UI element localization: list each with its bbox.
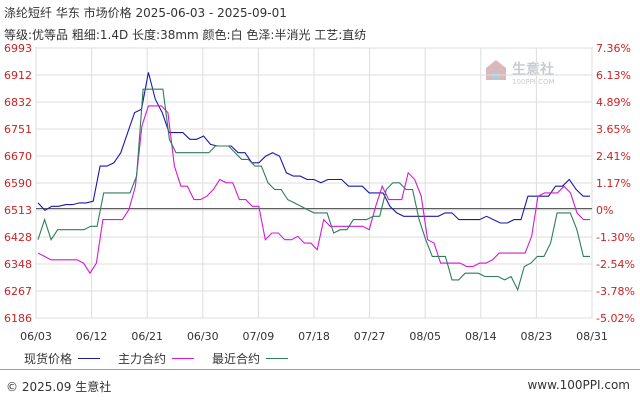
chart-title: 涤纶短纤 华东 市场价格 2025-06-03 - 2025-09-01 xyxy=(4,6,287,20)
legend-swatch-main xyxy=(172,358,195,359)
y-tick-label-left: 6912 xyxy=(4,69,32,82)
y-tick-label-left: 6832 xyxy=(4,96,32,109)
watermark-brand: 生意社 xyxy=(512,61,554,78)
footer-divider xyxy=(0,369,640,370)
y-axis-left: 6993 6912 6832 6751 6670 6590 6513 6428 6348 6267… xyxy=(4,42,32,325)
copyright-text: © 2025.09 生意社 xyxy=(6,380,112,394)
y-tick-label-right: -1.30% xyxy=(596,231,635,244)
x-tick-label: 08/14 xyxy=(465,330,497,343)
y-tick-label-left: 6590 xyxy=(4,177,32,190)
x-tick-label: 06/21 xyxy=(131,330,163,343)
legend-swatch-near xyxy=(266,358,289,359)
x-tick-label: 06/03 xyxy=(20,330,52,343)
legend-label-spot: 现货价格 xyxy=(24,352,73,366)
chart-grid xyxy=(35,47,593,319)
legend: 现货价格 主力合约 最近合约 xyxy=(24,350,289,367)
y-tick-label-left: 6267 xyxy=(4,285,32,298)
watermark-url: 100PPI.COM xyxy=(512,78,555,86)
x-axis: 06/03 06/12 06/21 06/30 07/09 07/18 07/27 08/05… xyxy=(20,330,608,343)
y-tick-label-right: -2.54% xyxy=(596,258,635,271)
y-tick-label-right: 3.65% xyxy=(596,123,631,136)
x-tick-label: 07/18 xyxy=(298,330,330,343)
y-tick-label-left: 6993 xyxy=(4,42,32,55)
y-tick-label-left: 6348 xyxy=(4,258,32,271)
y-tick-label-right: 6.13% xyxy=(596,69,631,82)
y-tick-label-left: 6186 xyxy=(4,312,32,325)
legend-label-near: 最近合约 xyxy=(212,352,261,366)
y-tick-label-right: 7.36% xyxy=(596,42,631,55)
x-tick-label: 08/23 xyxy=(521,330,553,343)
x-tick-label: 08/05 xyxy=(409,330,441,343)
series-line-spot xyxy=(37,72,590,224)
x-tick-label: 07/09 xyxy=(243,330,275,343)
y-tick-label-right: -3.78% xyxy=(596,285,635,298)
y-tick-label-left: 6513 xyxy=(4,204,32,217)
legend-item-main: 主力合约 xyxy=(118,350,195,367)
x-tick-label: 07/27 xyxy=(354,330,386,343)
y-tick-label-left: 6751 xyxy=(4,123,32,136)
series-line-near xyxy=(37,88,590,292)
x-tick-label: 08/31 xyxy=(576,330,608,343)
site-link[interactable]: www.100PPI.com xyxy=(527,378,630,392)
y-tick-label-right: 0% xyxy=(596,204,613,217)
y-tick-label-right: 1.17% xyxy=(596,177,631,190)
legend-label-main: 主力合约 xyxy=(118,352,167,366)
series-line-main xyxy=(37,105,590,275)
legend-swatch-spot xyxy=(78,358,101,359)
y-tick-label-right: 4.89% xyxy=(596,96,631,109)
x-tick-label: 06/12 xyxy=(76,330,108,343)
legend-item-spot: 现货价格 xyxy=(24,350,101,367)
y-tick-label-left: 6428 xyxy=(4,231,32,244)
y-tick-label-right: 2.41% xyxy=(596,150,631,163)
chart-subtitle: 等级:优等品 粗细:1.4D 长度:38mm 颜色:白 色泽:半消光 工艺:直纺 xyxy=(4,28,367,42)
chart-series xyxy=(37,72,590,292)
x-tick-label: 06/30 xyxy=(187,330,219,343)
y-tick-label-right: -5.02% xyxy=(596,312,635,325)
y-axis-right: 7.36% 6.13% 4.89% 3.65% 2.41% 1.17% 0% -1.30% -2… xyxy=(596,42,635,325)
legend-item-near: 最近合约 xyxy=(212,350,289,367)
y-tick-label-left: 6670 xyxy=(4,150,32,163)
